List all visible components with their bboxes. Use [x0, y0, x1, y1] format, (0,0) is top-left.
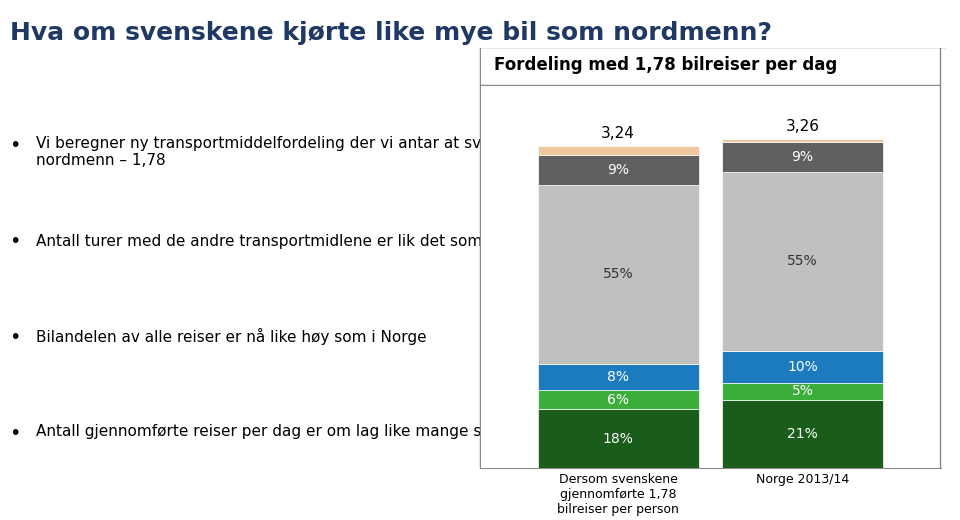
Text: •: •	[9, 328, 20, 347]
Text: Vi beregner ny transportmiddelfordeling der vi antar at svenskene gjennomfører l: Vi beregner ny transportmiddelfordeling …	[36, 136, 911, 168]
Text: 9%: 9%	[792, 150, 813, 164]
Text: 5%: 5%	[792, 384, 813, 398]
Text: Hva om svenskene kjørte like mye bil som nordmenn?: Hva om svenskene kjørte like mye bil som…	[10, 21, 772, 45]
Bar	[538, 185, 699, 364]
Bar	[538, 390, 699, 409]
Bar	[722, 139, 883, 142]
Bar	[538, 146, 699, 155]
Bar	[722, 351, 883, 383]
Bar	[722, 172, 883, 351]
Text: 18%: 18%	[603, 432, 634, 446]
Bar	[722, 383, 883, 400]
Bar	[722, 400, 883, 468]
Bar	[538, 364, 699, 390]
Text: 10%: 10%	[787, 360, 818, 374]
Text: Antall gjennomførte reiser per dag er om lag like mange som i Norge: Antall gjennomførte reiser per dag er om…	[36, 424, 565, 439]
Text: 3,24: 3,24	[601, 126, 636, 141]
Bar	[538, 155, 699, 185]
Text: 6%: 6%	[608, 393, 629, 407]
Bar	[538, 409, 699, 468]
Text: 21%: 21%	[787, 427, 818, 441]
Text: 3,26: 3,26	[785, 119, 820, 134]
Text: 55%: 55%	[603, 267, 634, 281]
Text: Antall turer med de andre transportmidlene er lik det som er målt i RVU-en for p: Antall turer med de andre transportmidle…	[36, 232, 780, 249]
Text: 9%: 9%	[608, 163, 629, 177]
Text: 8%: 8%	[608, 370, 629, 384]
Text: •: •	[9, 424, 20, 443]
Bar	[722, 142, 883, 172]
Text: 55%: 55%	[787, 254, 818, 268]
Text: •: •	[9, 136, 20, 154]
Text: •: •	[9, 232, 20, 251]
Text: Bilandelen av alle reiser er nå like høy som i Norge: Bilandelen av alle reiser er nå like høy…	[36, 328, 427, 345]
Text: Fordeling med 1,78 bilreiser per dag: Fordeling med 1,78 bilreiser per dag	[493, 56, 837, 74]
